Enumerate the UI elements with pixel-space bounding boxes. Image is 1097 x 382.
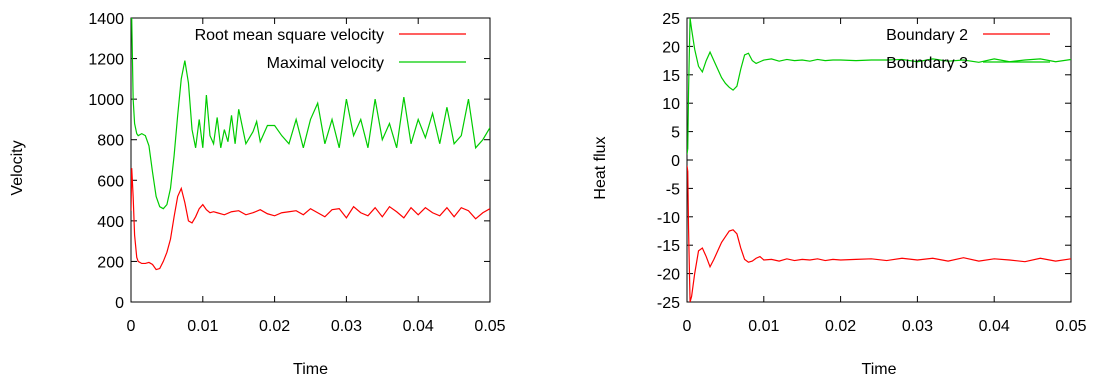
- velocity-xtick-label: 0.02: [259, 318, 290, 335]
- heat-flux-series-2-line: [687, 18, 1071, 155]
- velocity-plot-frame: [130, 17, 491, 303]
- velocity-chart: 0 200 400 600 800 1000 1200 1400 0 0.01 0.02 0.03 0.…: [9, 11, 506, 378]
- heat-flux-series-1-line: [687, 165, 1071, 302]
- heat-flux-ytick-label: -25: [657, 295, 680, 312]
- velocity-ytick-label: 1200: [88, 52, 124, 69]
- heat-flux-ytick-label: -15: [657, 238, 680, 255]
- heat-flux-y-axis-label: Heat flux: [592, 136, 609, 199]
- velocity-xtick-label: 0.01: [187, 318, 218, 335]
- heat-flux-ytick-label: 10: [662, 96, 680, 113]
- velocity-y-axis-label: Velocity: [9, 140, 26, 195]
- velocity-xtick-label: 0.03: [331, 318, 362, 335]
- heat-flux-ytick-label: 20: [662, 39, 680, 56]
- heat-flux-xtick-label: 0.01: [748, 318, 779, 335]
- heat-flux-chart: -25 -20 -15 -10 -5 0 5 10 15 20 25 0 0.01 0.02 0.03 0.0…: [592, 11, 1087, 378]
- velocity-ytick-label: 400: [97, 214, 124, 231]
- velocity-x-axis-label: Time: [293, 361, 328, 378]
- heat-flux-ytick-label: 0: [671, 153, 680, 170]
- heat-flux-x-axis-label: Time: [862, 361, 897, 378]
- heat-flux-legend-label-2: Boundary 3: [886, 55, 968, 72]
- velocity-xtick-label: 0: [127, 318, 136, 335]
- velocity-xtick-label: 0.04: [403, 318, 434, 335]
- velocity-ytick-label: 800: [97, 133, 124, 150]
- velocity-series-2-line: [131, 18, 490, 210]
- velocity-xtick-label: 0.05: [474, 318, 505, 335]
- heat-flux-xtick-label: 0.02: [825, 318, 856, 335]
- velocity-legend-label-1: Root mean square velocity: [195, 27, 384, 44]
- heat-flux-ytick-label: -5: [666, 181, 680, 198]
- velocity-ytick-label: 1400: [88, 11, 124, 28]
- velocity-ytick-label: 0: [115, 295, 124, 312]
- heat-flux-xtick-label: 0.05: [1055, 318, 1086, 335]
- heat-flux-ytick-label: 25: [662, 11, 680, 28]
- heat-flux-xtick-label: 0.03: [902, 318, 933, 335]
- heat-flux-ytick-label: 15: [662, 68, 680, 85]
- heat-flux-legend-label-1: Boundary 2: [886, 27, 968, 44]
- velocity-series-1-line: [131, 168, 490, 271]
- velocity-ytick-label: 200: [97, 254, 124, 271]
- velocity-ytick-label: 600: [97, 173, 124, 190]
- heat-flux-ytick-label: 5: [671, 125, 680, 142]
- heat-flux-xtick-label: 0: [683, 318, 692, 335]
- heat-flux-xtick-label: 0.04: [979, 318, 1010, 335]
- heat-flux-ytick-label: -20: [657, 267, 680, 284]
- heat-flux-ytick-label: -10: [657, 210, 680, 227]
- velocity-ytick-label: 1000: [88, 92, 124, 109]
- velocity-legend-label-2: Maximal velocity: [267, 55, 384, 72]
